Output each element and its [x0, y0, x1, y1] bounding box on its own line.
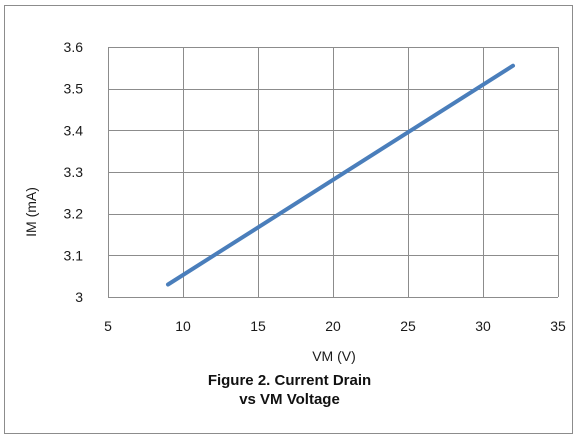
x-axis-title: VM (V)	[312, 348, 356, 364]
x-tick-label-1: 10	[175, 318, 191, 334]
y-tick-label-3: 3.3	[64, 164, 84, 180]
y-tick-label-5: 3.5	[64, 81, 84, 97]
grid-lines	[108, 47, 559, 298]
y-tick-label-6: 3.6	[64, 39, 84, 55]
x-tick-label-6: 35	[550, 318, 566, 334]
y-tick-labels: 3 3.1 3.2 3.3 3.4 3.5 3.6	[64, 39, 84, 305]
x-tick-label-0: 5	[104, 318, 112, 334]
y-tick-label-1: 3.1	[64, 247, 84, 263]
y-axis-title: IM (mA)	[23, 187, 39, 237]
x-tick-label-2: 15	[250, 318, 266, 334]
x-tick-label-5: 30	[475, 318, 491, 334]
figure-caption-line1: Figure 2. Current Drain	[0, 372, 579, 390]
series-group	[168, 66, 513, 285]
x-tick-label-4: 25	[400, 318, 416, 334]
y-tick-label-2: 3.2	[64, 206, 84, 222]
x-tick-label-3: 20	[325, 318, 341, 334]
x-tick-labels: 5 10 15 20 25 30 35	[104, 318, 566, 334]
y-tick-label-4: 3.4	[64, 122, 84, 138]
figure-caption-line2: vs VM Voltage	[0, 391, 579, 409]
series-line-0	[168, 66, 513, 285]
y-tick-label-0: 3	[75, 289, 83, 305]
